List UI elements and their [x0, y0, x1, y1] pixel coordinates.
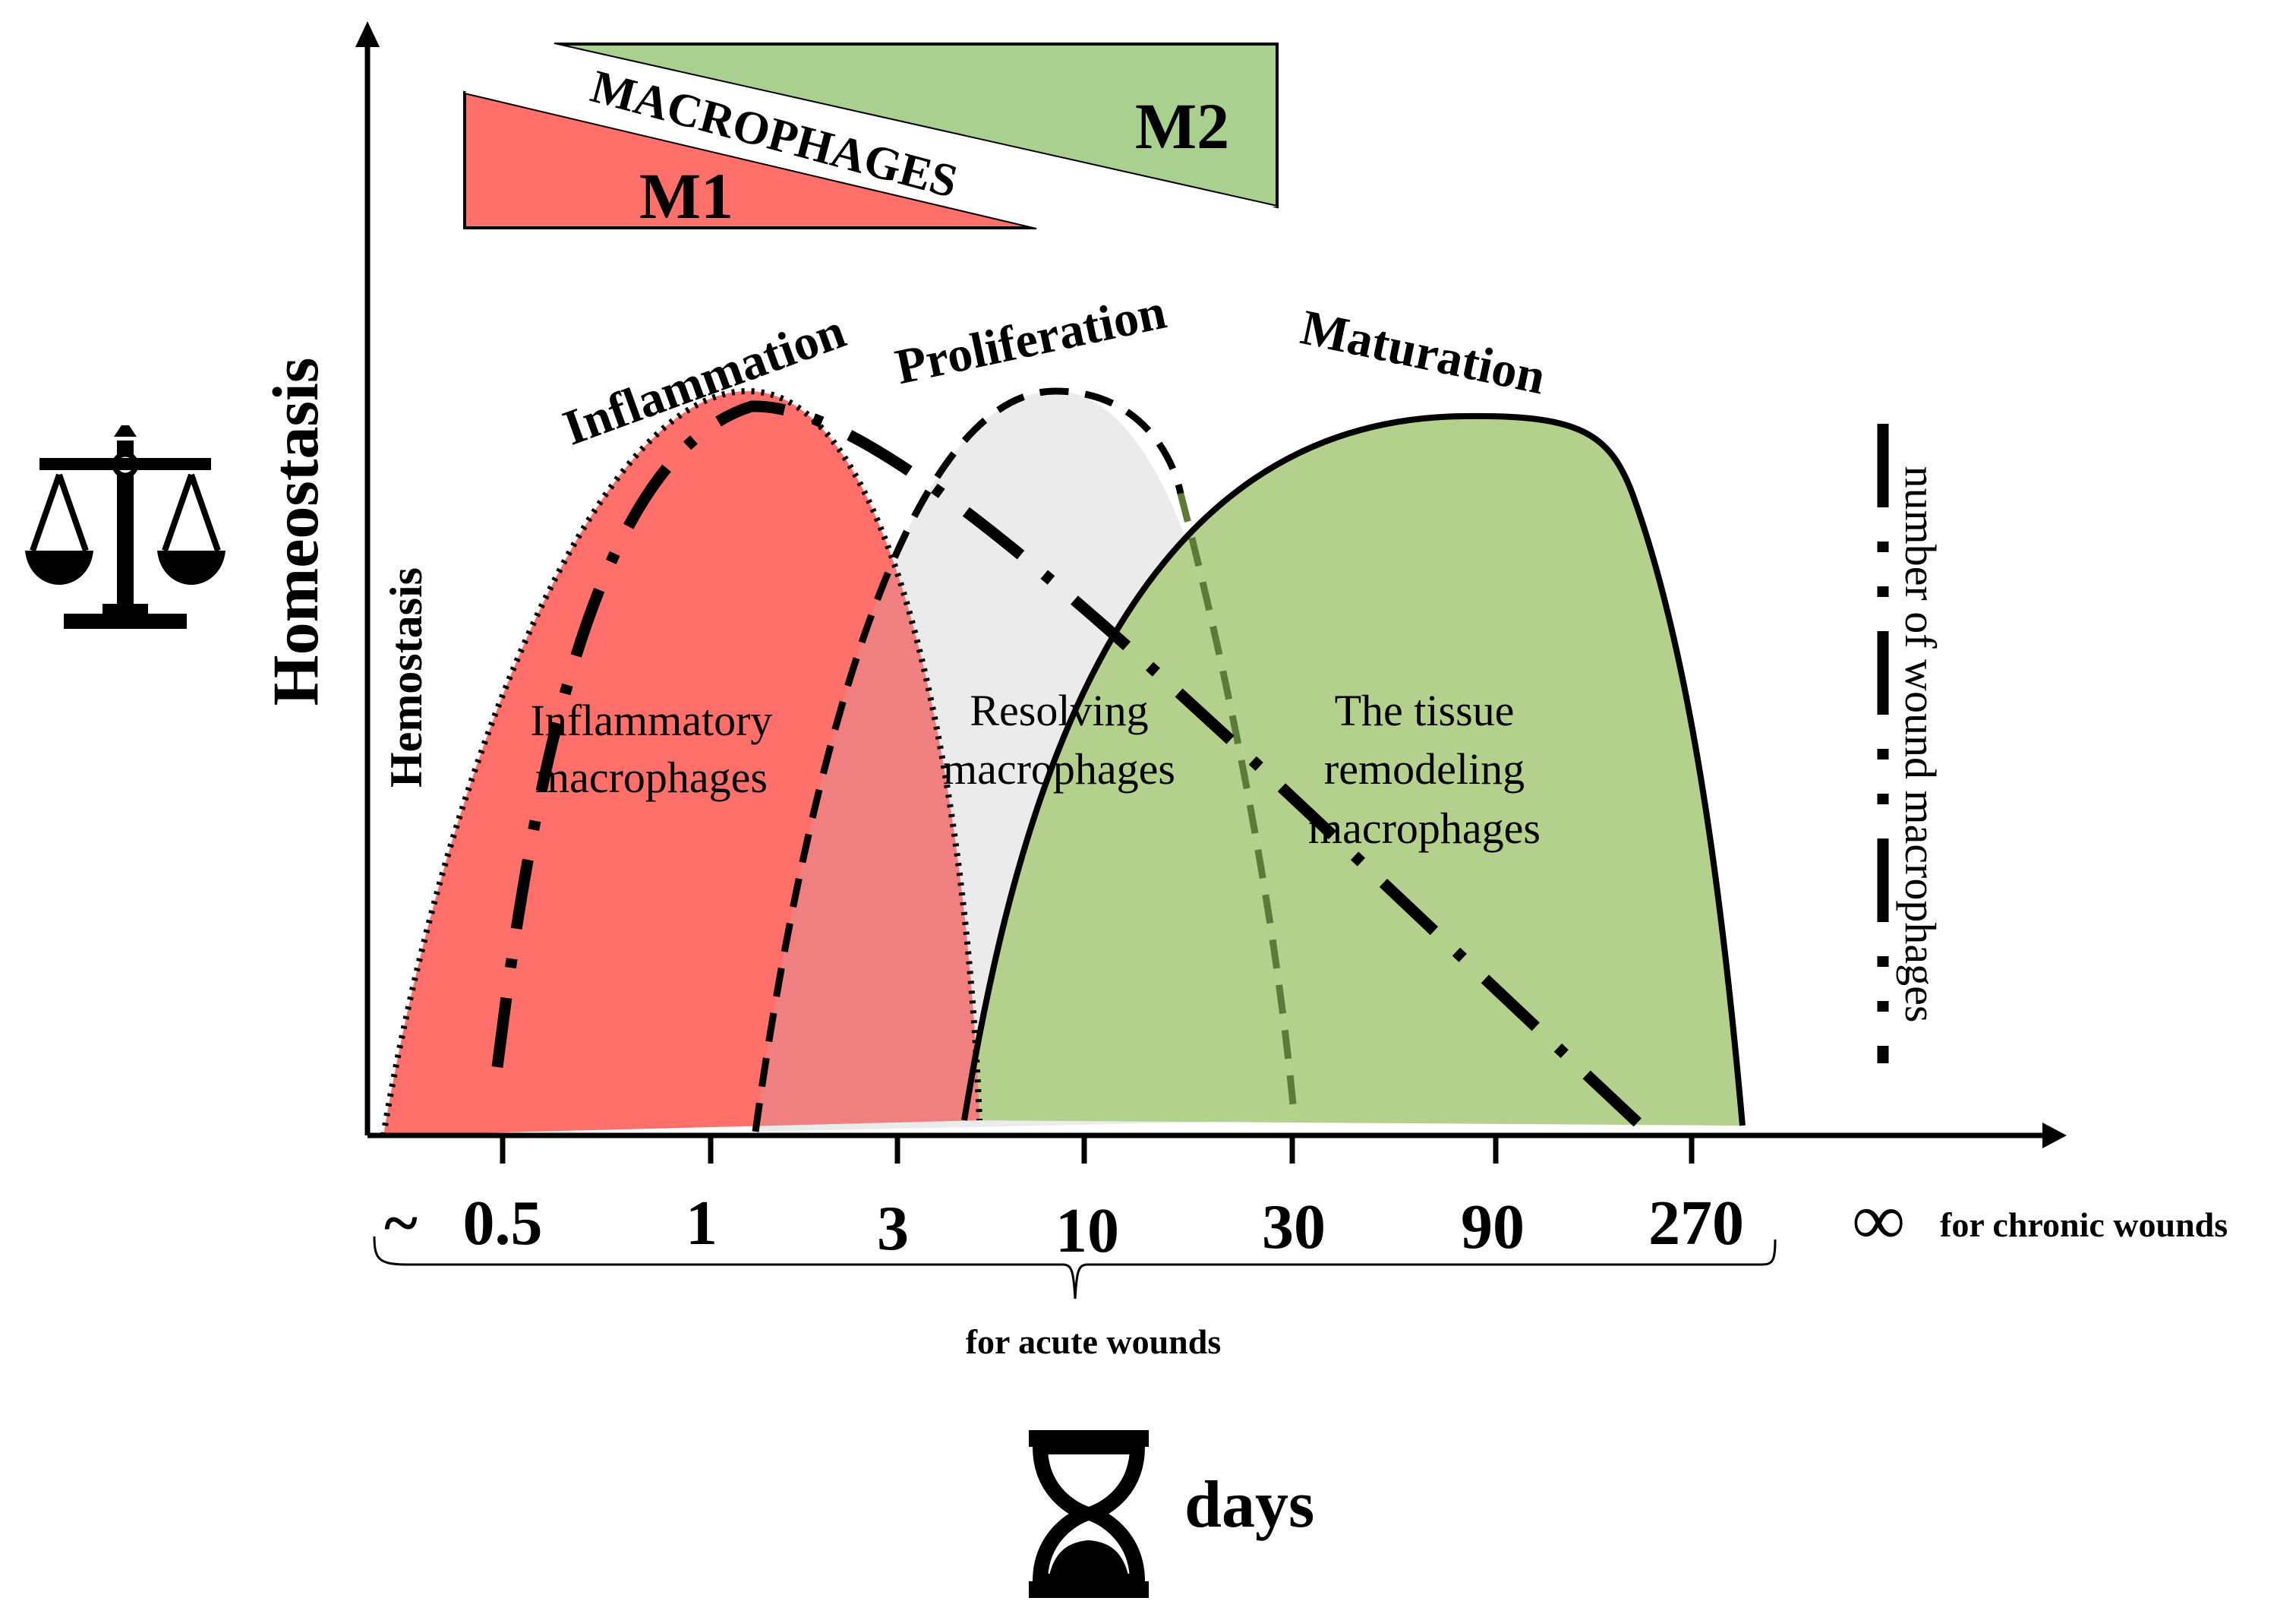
tick-label-3: 3 [877, 1193, 909, 1264]
tick-label-10: 10 [1055, 1195, 1119, 1266]
macrophage-count-curve [491, 400, 1656, 1140]
tick-label-30: 30 [1262, 1192, 1326, 1262]
x-axis-arrow [2042, 1123, 2067, 1148]
x-ticks [500, 1135, 1695, 1164]
resolving-label-line2: macrophages [943, 744, 1175, 794]
proliferation-outline [752, 387, 1184, 1132]
tick-label-1: 1 [686, 1188, 718, 1258]
tick-label-90: 90 [1461, 1192, 1525, 1262]
m2-label: M2 [1135, 90, 1229, 163]
m1-label: M1 [639, 159, 733, 232]
proliferation-label: Proliferation [891, 284, 1171, 396]
y-axis-arrow [355, 21, 380, 47]
maturation-overlap [964, 415, 1295, 1126]
balance-scale-icon [25, 425, 226, 629]
legend-label: number of wound macrophages [1896, 466, 1945, 1023]
acute-wounds-label: for acute wounds [966, 1322, 1222, 1361]
chronic-wounds-label: for chronic wounds [1940, 1205, 2228, 1244]
inflammatory-label-line2: macrophages [535, 753, 768, 802]
resolving-label-line1: Resolving [970, 686, 1148, 735]
remodeling-label-line2: remodeling [1324, 744, 1525, 794]
tick-label-tilde: ~ [384, 1188, 418, 1258]
tick-label-0-5: 0.5 [463, 1188, 543, 1258]
y-axis-label: Homeostasis [259, 358, 332, 706]
maturation-label: Maturation [1296, 299, 1550, 405]
hemostasis-label: Hemostasis [381, 567, 431, 788]
inflammatory-label-line1: Inflammatory [531, 696, 773, 745]
maturation-outline [961, 412, 1746, 1126]
acute-wounds-brace [373, 1236, 1777, 1299]
remodeling-label-line3: macrophages [1308, 804, 1541, 853]
remodeling-label-line1: The tissue [1335, 686, 1515, 735]
hourglass-icon [1029, 1430, 1149, 1598]
macrophages-band [465, 44, 1277, 228]
x-axis-label: days [1184, 1468, 1314, 1542]
tick-label-270: 270 [1648, 1188, 1744, 1258]
infinity-symbol: ∞ [1853, 1179, 1904, 1260]
